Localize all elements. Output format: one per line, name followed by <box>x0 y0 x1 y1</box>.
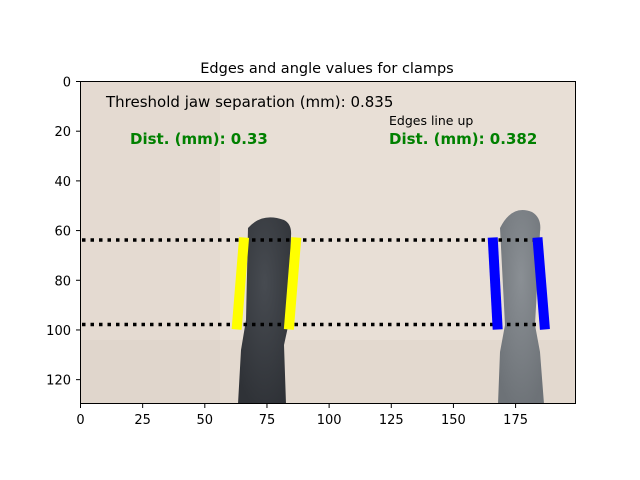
right-clamp-edge-line-3 <box>487 237 503 330</box>
edges-line-up-annotation: Edges line up <box>389 113 473 128</box>
axes-frame <box>80 81 576 404</box>
x-axis-ticks: 0 25 50 75 100 125 150 175 <box>76 404 528 428</box>
chart-title: Edges and angle values for clamps <box>200 61 453 77</box>
x-tick-label: 75 <box>259 413 276 428</box>
annotations: Threshold jaw separation (mm): 0.835 Edg… <box>105 93 537 148</box>
right-distance-annotation: Dist. (mm): 0.382 <box>389 130 537 148</box>
left-clamp-edge-line-2 <box>283 237 302 330</box>
right-clamp-jaw <box>498 210 544 404</box>
x-tick-label: 25 <box>134 413 151 428</box>
y-tick-label: 120 <box>46 374 71 389</box>
y-tick-label: 40 <box>54 175 71 190</box>
left-distance-annotation: Dist. (mm): 0.33 <box>130 130 268 148</box>
left-clamp-edge-line-1 <box>231 237 250 330</box>
y-tick-label: 0 <box>63 76 71 91</box>
x-tick-label: 175 <box>503 413 528 428</box>
x-tick-label: 125 <box>379 413 404 428</box>
y-tick-label: 80 <box>54 274 71 289</box>
y-tick-label: 20 <box>54 125 71 140</box>
photo-shade-left <box>80 81 220 404</box>
x-tick-label: 150 <box>441 413 466 428</box>
plot-area <box>80 81 576 404</box>
edge-lines <box>231 237 550 330</box>
x-tick-label: 100 <box>317 413 342 428</box>
photo-shade-bottom <box>80 340 576 404</box>
y-axis-ticks: 0 20 40 60 80 100 120 <box>46 76 80 389</box>
threshold-annotation: Threshold jaw separation (mm): 0.835 <box>105 93 393 111</box>
y-tick-label: 100 <box>46 324 71 339</box>
y-tick-label: 60 <box>54 225 71 240</box>
left-clamp-jaw <box>238 217 292 404</box>
x-tick-label: 0 <box>76 413 84 428</box>
right-clamp-edge-line-4 <box>532 237 550 330</box>
x-tick-label: 50 <box>197 413 214 428</box>
